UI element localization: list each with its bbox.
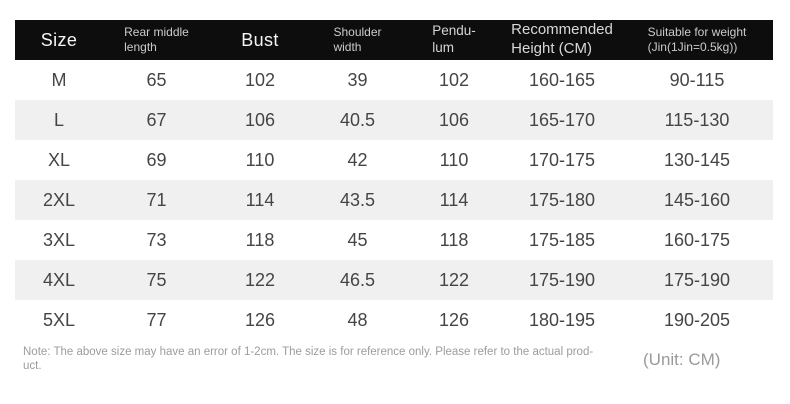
cell-L-shoulder_width: 40.5 bbox=[339, 109, 376, 130]
size-row-2XL: 2XL 71 114 43.5 114 175-180 145-160 bbox=[15, 180, 773, 220]
size-row-3XL: 3XL 73 118 45 118 175-185 160-175 bbox=[15, 220, 773, 260]
cell-4XL-shoulder_width: 46.5 bbox=[339, 269, 376, 290]
cell-2XL-recommended_height_cm: 175-180 bbox=[528, 189, 596, 210]
cell-XL-bust: 110 bbox=[245, 149, 275, 170]
cell-M-pendulum: 102 bbox=[438, 69, 470, 90]
column-header-rear_middle_length: Rear middle length bbox=[103, 20, 210, 60]
unit-label: (Unit: CM) bbox=[643, 350, 721, 369]
cell-4XL-recommended_height_cm: 175-190 bbox=[528, 269, 596, 290]
cell-M-bust: 102 bbox=[244, 69, 276, 90]
cell-5XL-size: 5XL bbox=[42, 309, 76, 330]
column-header-label: Pendu-lum bbox=[432, 23, 476, 55]
cell-XL-suitable_weight: 130-145 bbox=[663, 149, 731, 170]
column-header-suitable_weight: Suitable for weight (Jin(1Jin=0.5kg)) bbox=[621, 20, 773, 60]
cell-4XL-rear_middle_length: 75 bbox=[146, 269, 167, 290]
cell-L-recommended_height_cm: 165-170 bbox=[528, 109, 596, 130]
cell-4XL-size: 4XL bbox=[42, 269, 76, 290]
size-table: Size Rear middle length Bust Shoulder width Pe… bbox=[15, 20, 773, 340]
cell-4XL-suitable_weight: 175-190 bbox=[663, 269, 731, 290]
cell-3XL-recommended_height_cm: 175-185 bbox=[528, 229, 596, 250]
column-header-bust: Bust bbox=[210, 20, 310, 60]
note-line-1: Note: The above size may have an error o… bbox=[23, 346, 594, 358]
column-header-label: Rear middle length bbox=[124, 25, 189, 54]
cell-M-suitable_weight: 90-115 bbox=[669, 69, 725, 90]
cell-3XL-suitable_weight: 160-175 bbox=[663, 229, 731, 250]
size-table-body: M 65 102 39 102 160-165 90-115 L 67 106 40.5 106 165… bbox=[15, 60, 773, 340]
cell-5XL-suitable_weight: 190-205 bbox=[663, 309, 731, 330]
cell-L-suitable_weight: 115-130 bbox=[664, 109, 730, 130]
size-row-XL: XL 69 110 42 110 170-175 130-145 bbox=[15, 140, 773, 180]
cell-M-size: M bbox=[51, 69, 67, 90]
cell-L-size: L bbox=[53, 109, 64, 130]
column-header-label: Shoulder width bbox=[333, 25, 382, 54]
cell-4XL-pendulum: 122 bbox=[438, 269, 470, 290]
cell-L-bust: 106 bbox=[244, 109, 276, 130]
cell-2XL-shoulder_width: 43.5 bbox=[339, 189, 376, 210]
column-header-label: Recommended Height (CM) bbox=[511, 21, 613, 57]
size-row-4XL: 4XL 75 122 46.5 122 175-190 175-190 bbox=[15, 260, 773, 300]
cell-2XL-pendulum: 114 bbox=[439, 189, 469, 210]
column-header-recommended_height_cm: Recommended Height (CM) bbox=[503, 20, 621, 60]
cell-5XL-bust: 126 bbox=[244, 309, 276, 330]
cell-3XL-pendulum: 118 bbox=[439, 229, 469, 250]
size-row-L: L 67 106 40.5 106 165-170 115-130 bbox=[15, 100, 773, 140]
cell-2XL-bust: 114 bbox=[245, 189, 275, 210]
cell-3XL-shoulder_width: 45 bbox=[347, 229, 368, 250]
cell-3XL-bust: 118 bbox=[245, 229, 275, 250]
cell-2XL-rear_middle_length: 71 bbox=[146, 189, 167, 210]
cell-5XL-pendulum: 126 bbox=[438, 309, 470, 330]
cell-3XL-rear_middle_length: 73 bbox=[146, 229, 167, 250]
size-note: Note: The above size may have an error o… bbox=[23, 345, 593, 374]
cell-XL-rear_middle_length: 69 bbox=[146, 149, 167, 170]
size-row-5XL: 5XL 77 126 48 126 180-195 190-205 bbox=[15, 300, 773, 340]
cell-XL-shoulder_width: 42 bbox=[347, 149, 368, 170]
cell-XL-recommended_height_cm: 170-175 bbox=[528, 149, 596, 170]
column-header-label: Suitable for weight (Jin(1Jin=0.5kg)) bbox=[647, 25, 747, 54]
cell-5XL-rear_middle_length: 77 bbox=[146, 309, 167, 330]
cell-M-rear_middle_length: 65 bbox=[146, 69, 167, 90]
column-header-pendulum: Pendu-lum bbox=[405, 20, 503, 60]
cell-3XL-size: 3XL bbox=[42, 229, 76, 250]
column-header-size: Size bbox=[15, 20, 103, 60]
column-header-label: Size bbox=[40, 29, 78, 50]
cell-M-shoulder_width: 39 bbox=[347, 69, 368, 90]
column-header-label: Bust bbox=[241, 29, 279, 50]
cell-L-rear_middle_length: 67 bbox=[146, 109, 167, 130]
cell-4XL-bust: 122 bbox=[244, 269, 276, 290]
size-row-M: M 65 102 39 102 160-165 90-115 bbox=[15, 60, 773, 100]
size-table-header-row: Size Rear middle length Bust Shoulder width Pe… bbox=[15, 20, 773, 60]
cell-5XL-recommended_height_cm: 180-195 bbox=[528, 309, 596, 330]
cell-L-pendulum: 106 bbox=[438, 109, 470, 130]
cell-5XL-shoulder_width: 48 bbox=[347, 309, 368, 330]
cell-XL-size: XL bbox=[47, 149, 71, 170]
note-line-2: uct. bbox=[23, 360, 42, 373]
cell-2XL-suitable_weight: 145-160 bbox=[663, 189, 731, 210]
cell-2XL-size: 2XL bbox=[42, 189, 76, 210]
column-header-shoulder_width: Shoulder width bbox=[310, 20, 405, 60]
cell-XL-pendulum: 110 bbox=[439, 149, 469, 170]
cell-M-recommended_height_cm: 160-165 bbox=[528, 69, 596, 90]
